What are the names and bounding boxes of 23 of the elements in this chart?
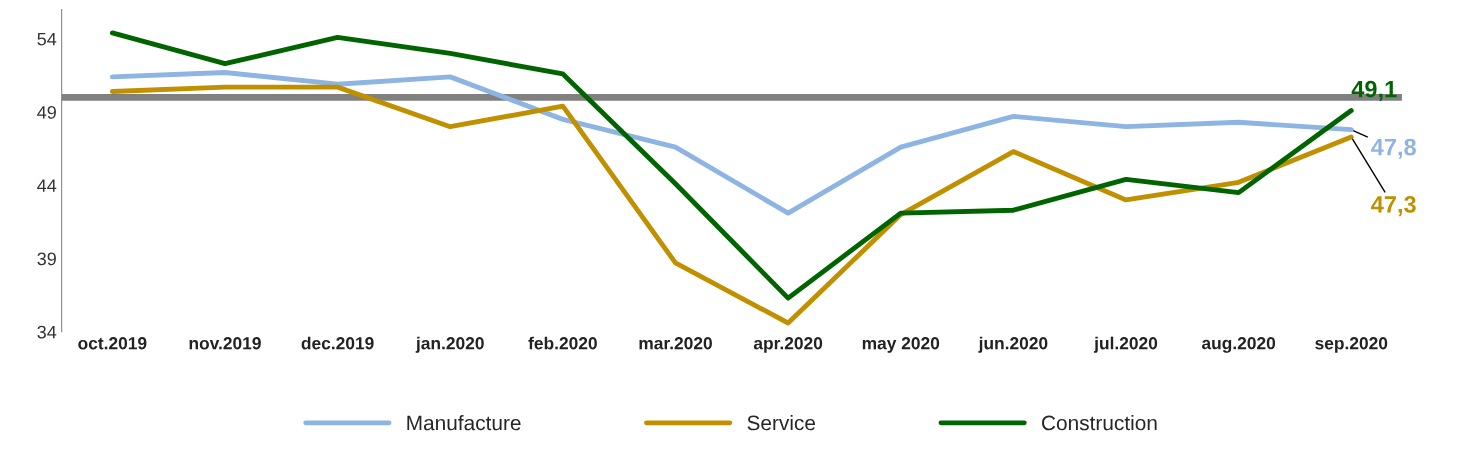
x-tick-label: jun.2020 xyxy=(978,336,1048,353)
data-label: 47,3 xyxy=(1371,196,1416,217)
x-tick-label: dec.2019 xyxy=(301,336,374,350)
legend-label: Construction xyxy=(1042,415,1157,431)
x-tick-label: oct.2019 xyxy=(78,337,147,350)
data-label: 49,1 xyxy=(1351,80,1397,101)
x-tick-label: jan.2020 xyxy=(415,336,484,353)
legend-label: Manufacture xyxy=(407,415,521,431)
x-tick-label: nov.2019 xyxy=(189,337,261,350)
x-tick-label: aug.2020 xyxy=(1201,337,1276,353)
y-tick-label: 34 xyxy=(37,325,57,339)
data-label: 47,8 xyxy=(1371,138,1416,159)
y-tick-label: 54 xyxy=(37,32,57,46)
y-tick-label: 49 xyxy=(37,105,56,119)
y-tick-label: 44 xyxy=(37,179,57,192)
y-tick-label: 39 xyxy=(37,252,56,266)
x-tick-label: sep.2020 xyxy=(1315,337,1388,353)
legend-label: Service xyxy=(747,415,816,431)
x-tick-label: apr.2020 xyxy=(753,337,823,353)
x-tick-label: feb.2020 xyxy=(528,336,597,350)
x-tick-label: may 2020 xyxy=(862,337,940,353)
x-tick-label: jul.2020 xyxy=(1093,336,1158,353)
x-tick-label: mar.2020 xyxy=(639,337,712,350)
